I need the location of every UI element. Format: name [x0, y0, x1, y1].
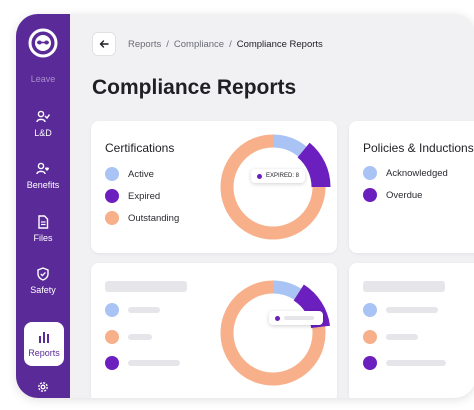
donut-segment-expired[interactable]	[297, 142, 331, 188]
learning-icon	[36, 110, 50, 123]
legend-item-expired: Expired	[105, 189, 160, 203]
loading-report-card	[91, 263, 337, 398]
legend-swatch	[363, 188, 377, 202]
arrow-left-icon	[99, 40, 109, 48]
legend-item-placeholder	[105, 356, 180, 370]
chart-tooltip	[269, 311, 323, 325]
certifications-title: Certifications	[105, 141, 175, 155]
legend-item-overdue: Overdue	[363, 188, 422, 202]
file-icon	[38, 215, 49, 229]
policies-title: Policies & Inductions	[363, 141, 474, 155]
legend-swatch	[363, 330, 377, 344]
breadcrumb-separator: /	[166, 39, 169, 50]
donut-segment-outstanding[interactable]	[220, 134, 326, 240]
back-button[interactable]	[92, 32, 116, 56]
sidebar-item-label: Reports	[28, 348, 60, 358]
gear-icon	[38, 382, 48, 392]
sidebar-item-files[interactable]: Files	[16, 215, 70, 243]
legend-swatch	[363, 303, 377, 317]
legend-swatch	[105, 211, 119, 225]
legend-item-acknowledged: Acknowledged	[363, 166, 448, 180]
donut-segment-orange[interactable]	[220, 280, 326, 386]
sidebar-item-label: Files	[33, 233, 53, 243]
sidebar-item-benefits[interactable]: Benefits	[16, 162, 70, 190]
label-placeholder	[386, 307, 438, 313]
main-content: Reports / Compliance / Compliance Reports Co…	[70, 14, 474, 398]
loading-report-card	[349, 263, 474, 398]
label-placeholder	[386, 334, 418, 340]
legend-item-placeholder	[105, 330, 152, 344]
legend-swatch	[105, 189, 119, 203]
sidebar-item-reports[interactable]: Reports	[24, 322, 64, 366]
sidebar-item-label: L&D	[34, 128, 52, 138]
legend-swatch	[105, 356, 119, 370]
label-placeholder	[128, 307, 160, 313]
donut-segment-blue[interactable]	[272, 280, 302, 300]
sidebar-item-settings[interactable]	[16, 380, 70, 398]
breadcrumb-link-reports[interactable]: Reports	[128, 39, 162, 50]
legend-swatch	[105, 330, 119, 344]
app-logo-icon	[28, 28, 58, 58]
sidebar-item-safety[interactable]: Safety	[16, 267, 70, 295]
title-placeholder	[363, 281, 445, 292]
sidebar-item-label: Safety	[30, 285, 56, 295]
label-placeholder	[128, 360, 180, 366]
legend-item-placeholder	[105, 303, 160, 317]
legend-item-placeholder	[363, 330, 418, 344]
certifications-donut-chart[interactable]	[215, 129, 331, 245]
sidebar-item-label: Benefits	[26, 180, 60, 190]
breadcrumb-separator: /	[229, 39, 232, 50]
placeholder-donut-chart[interactable]	[215, 275, 331, 391]
legend-swatch	[363, 166, 377, 180]
page-title: Compliance Reports	[92, 76, 297, 99]
app-window: Leave L&D Benefits Files	[16, 14, 474, 398]
legend-item-outstanding: Outstanding	[105, 211, 179, 225]
label-placeholder	[386, 360, 446, 366]
benefits-icon	[36, 162, 49, 175]
breadcrumb-current: Compliance Reports	[236, 39, 323, 50]
donut-segment-active[interactable]	[272, 134, 307, 157]
chart-tooltip: EXPIRED: 8	[251, 169, 306, 183]
label-placeholder	[128, 334, 152, 340]
legend-item-placeholder	[363, 303, 438, 317]
sidebar: Leave L&D Benefits Files	[16, 14, 70, 398]
policies-card: Policies & Inductions Acknowledged Overd…	[349, 121, 474, 253]
legend-swatch	[105, 303, 119, 317]
legend-label: Overdue	[386, 189, 423, 201]
tooltip-placeholder	[284, 316, 314, 320]
shield-icon	[37, 267, 49, 281]
bar-chart-icon	[39, 332, 49, 343]
title-placeholder	[105, 281, 187, 292]
legend-item-placeholder	[363, 356, 446, 370]
sidebar-item-learning[interactable]: L&D	[16, 110, 70, 138]
breadcrumb-link-compliance[interactable]: Compliance	[173, 39, 225, 50]
tooltip-swatch	[275, 315, 280, 321]
certifications-card: Certifications Active Expired Outstandin…	[91, 121, 337, 253]
legend-label: Acknowledged	[386, 167, 448, 179]
tooltip-label: EXPIRED: 8	[266, 173, 300, 179]
tooltip-swatch	[257, 173, 262, 179]
legend-label: Outstanding	[128, 212, 180, 224]
legend-swatch	[105, 167, 119, 181]
legend-swatch	[363, 356, 377, 370]
breadcrumb: Reports / Compliance / Compliance Reports	[128, 39, 323, 50]
sidebar-item-label: Leave	[30, 74, 56, 84]
sidebar-item-leave[interactable]: Leave	[16, 74, 70, 84]
legend-item-active: Active	[105, 167, 154, 181]
legend-label: Active	[128, 168, 154, 180]
legend-label: Expired	[128, 190, 161, 202]
